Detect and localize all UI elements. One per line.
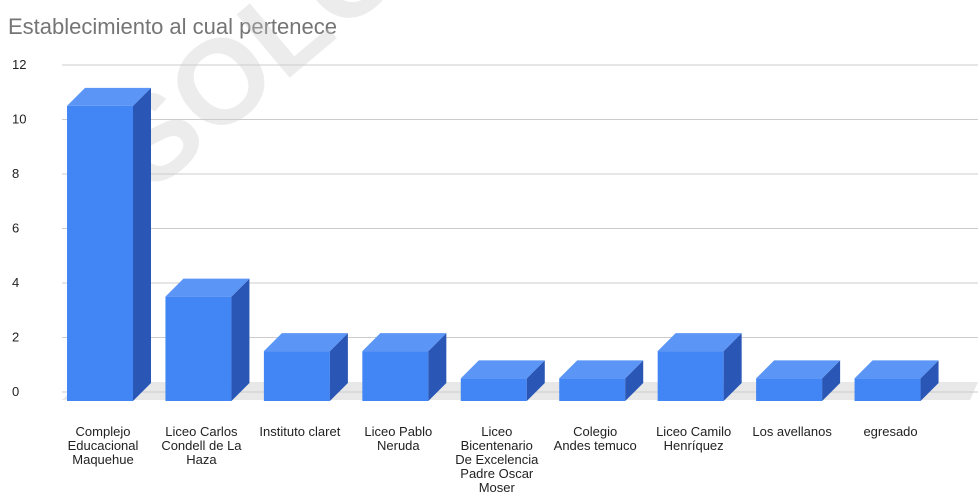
- bar-top: [756, 360, 841, 379]
- bar-top: [854, 360, 939, 379]
- bar-top: [67, 87, 151, 106]
- y-tick-label: 0: [12, 384, 19, 399]
- bar-front: [460, 378, 527, 401]
- y-tick-label: 2: [12, 330, 19, 345]
- bar-top: [362, 333, 447, 352]
- chart-title: Establecimiento al cual pertenece: [8, 14, 337, 39]
- bar-front: [263, 351, 330, 401]
- x-tick-label: egresado: [863, 424, 917, 439]
- y-tick-label: 6: [12, 221, 19, 236]
- x-tick-label: Colegio Andes temuco: [554, 424, 637, 453]
- bar-side: [625, 360, 644, 401]
- bar-side: [231, 278, 250, 401]
- y-tick-label: 4: [12, 275, 19, 290]
- y-tick-label: 12: [12, 57, 26, 72]
- x-tick-label: Instituto claret: [259, 424, 340, 439]
- bar-top: [165, 278, 250, 297]
- bar-front: [756, 378, 823, 401]
- y-tick-label: 10: [12, 112, 26, 127]
- bar-front: [559, 378, 626, 401]
- bar-side: [920, 360, 939, 401]
- x-tick-label: Liceo Camilo Henríquez: [656, 424, 731, 453]
- bar-side: [723, 333, 742, 401]
- y-tick-label: 8: [12, 166, 19, 181]
- bar-front: [67, 105, 133, 401]
- x-tick-label: Liceo Bicentenario De Excelencia Padre Osca…: [455, 424, 539, 495]
- bar-front: [362, 351, 429, 401]
- bar-front: [854, 378, 921, 401]
- bar-side: [428, 333, 447, 401]
- bar-side: [133, 87, 151, 401]
- bar-top: [559, 360, 644, 379]
- bar-top: [460, 360, 545, 379]
- bar-side: [329, 333, 348, 401]
- x-tick-label: Liceo Pablo Neruda: [364, 424, 432, 453]
- bar-top: [263, 333, 348, 352]
- bar-side: [526, 360, 545, 401]
- bar-front: [165, 296, 232, 401]
- x-tick-label: Complejo Educacional Maquehue: [68, 424, 139, 467]
- bar-front: [657, 351, 724, 401]
- x-tick-label: Los avellanos: [752, 424, 832, 439]
- bar-side: [822, 360, 841, 401]
- bar-top: [657, 333, 742, 352]
- x-tick-label: Liceo Carlos Condell de La Haza: [161, 424, 242, 467]
